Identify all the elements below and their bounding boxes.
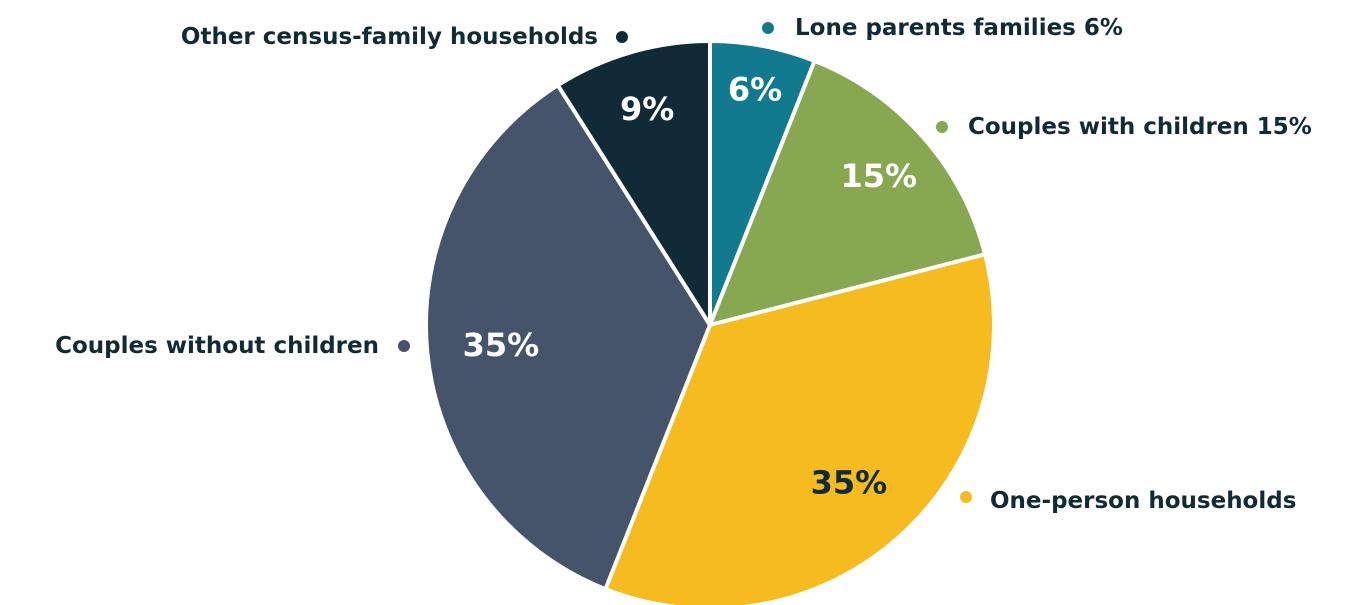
legend-label: Lone parents families 6% [795, 15, 1123, 41]
legend-label: Couples without children [55, 333, 379, 359]
value-labels: 6% 15% 35% 35% 9% [463, 70, 917, 501]
pie-slice [603, 252, 996, 605]
slice-value-label: 35% [811, 464, 888, 502]
legend-marker [936, 121, 948, 133]
legend-marker [398, 340, 410, 352]
legend-label: Other census-family households [181, 24, 598, 50]
slice-value-label: 15% [841, 157, 918, 195]
legend-marker [616, 31, 628, 43]
legend-marker [960, 491, 972, 503]
pie-slice [424, 83, 712, 592]
pie-slice [555, 39, 712, 327]
slice-value-label: 35% [463, 326, 540, 364]
pie-slice [708, 58, 988, 327]
legend-marker [762, 22, 774, 34]
legend: Lone parents families 6% Couples with chi… [55, 15, 1312, 514]
pie-slices [424, 39, 996, 605]
legend-label: Couples with children 15% [968, 114, 1312, 140]
legend-label: One-person households [990, 488, 1296, 514]
slice-value-label: 6% [728, 70, 782, 108]
slice-value-label: 9% [620, 90, 674, 128]
